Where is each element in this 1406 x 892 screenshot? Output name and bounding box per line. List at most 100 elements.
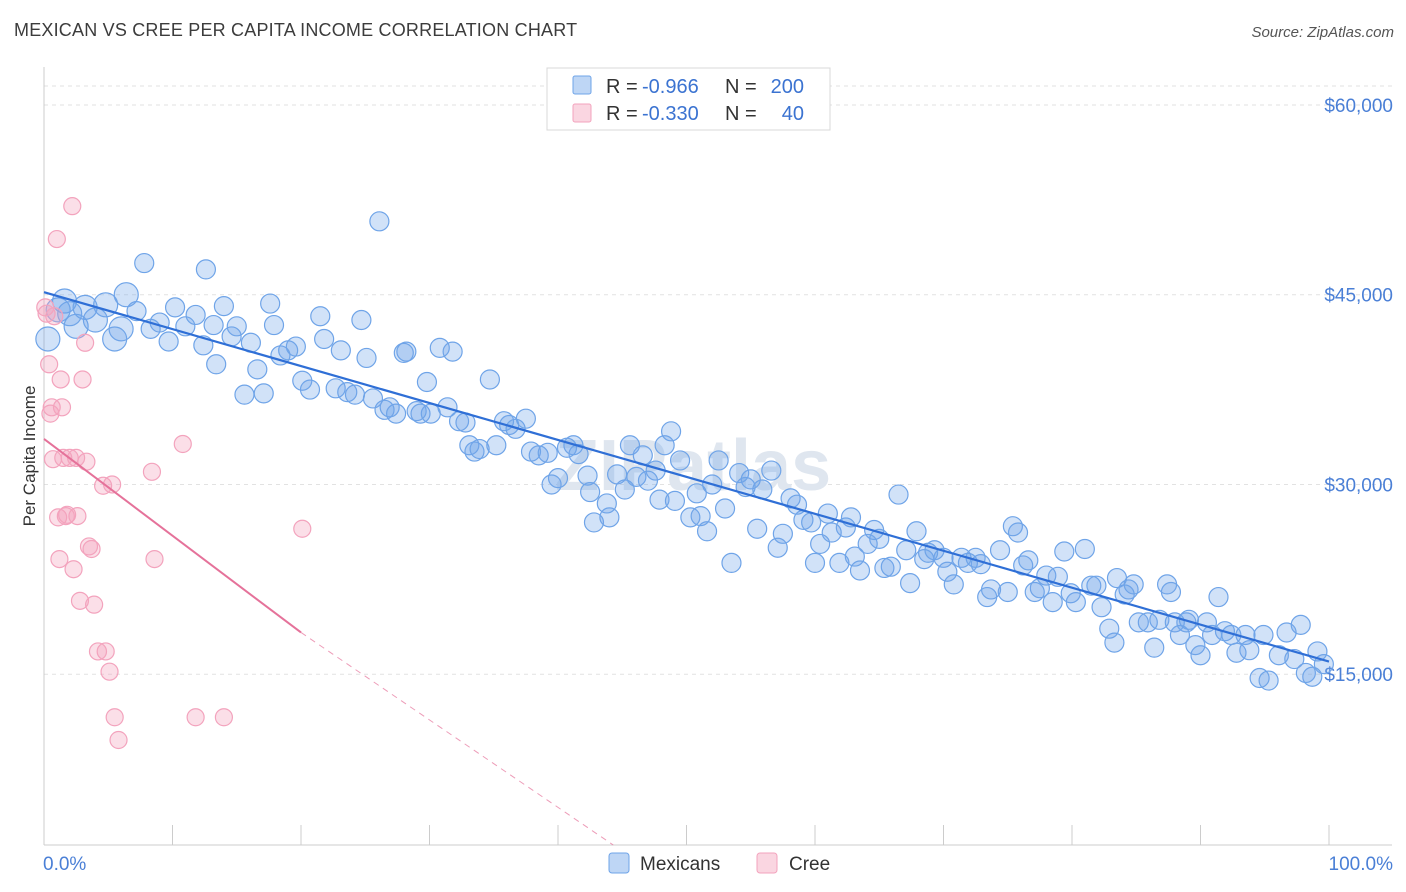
cree-point bbox=[145, 550, 164, 569]
mexicans-point bbox=[708, 450, 729, 471]
mexicans-point bbox=[1065, 592, 1086, 613]
cree-point bbox=[293, 519, 312, 538]
mexicans-point bbox=[206, 354, 227, 375]
mexicans-point bbox=[1104, 632, 1125, 653]
mexicans-point bbox=[57, 301, 83, 327]
mexicans-point bbox=[1018, 550, 1039, 571]
cree-point bbox=[96, 642, 115, 661]
mexicans-point bbox=[906, 521, 927, 542]
mexicans-point bbox=[263, 314, 285, 336]
mexicans-point bbox=[874, 557, 895, 579]
mexicans-point bbox=[1091, 597, 1112, 618]
mexicans-point bbox=[577, 465, 598, 486]
mexicans-point bbox=[1268, 645, 1289, 666]
mexicans-point bbox=[1007, 522, 1029, 543]
mexicans-point bbox=[108, 316, 134, 342]
cree-trend-extension bbox=[300, 632, 614, 846]
mexicans-point bbox=[416, 371, 438, 393]
y-tick-label: $45,000 bbox=[1324, 286, 1393, 307]
legend-box bbox=[546, 67, 831, 131]
mexicans-point bbox=[479, 369, 500, 390]
mexicans-point bbox=[649, 489, 670, 510]
mexicans-point bbox=[896, 540, 917, 561]
chart-title: MEXICAN VS CREE PER CAPITA INCOME CORREL… bbox=[14, 20, 578, 40]
mexicans-point bbox=[937, 561, 958, 582]
mexicans-point bbox=[1253, 624, 1274, 646]
mexicans-point bbox=[164, 297, 186, 318]
mexicans-point bbox=[835, 517, 856, 538]
mexicans-point bbox=[614, 479, 635, 500]
y-tick-label: $30,000 bbox=[1324, 475, 1393, 496]
series-legend: Mexicans Cree bbox=[608, 852, 830, 875]
x-tick-label-start: 0.0% bbox=[43, 854, 86, 875]
mexicans-point bbox=[385, 403, 407, 424]
cree-point bbox=[109, 730, 128, 750]
mexicans-point bbox=[772, 523, 793, 544]
x-tick-label-end: 100.0% bbox=[1329, 854, 1394, 875]
mexicans-point bbox=[325, 378, 346, 399]
legend-mexicans-n-label: N = bbox=[725, 76, 757, 98]
mexicans-point bbox=[680, 507, 701, 528]
cree-point bbox=[54, 448, 73, 467]
watermark: ZIPatlas bbox=[555, 426, 831, 506]
cree-point bbox=[79, 537, 99, 556]
mexicans-point bbox=[664, 490, 686, 512]
cree-point bbox=[105, 708, 124, 727]
mexicans-point bbox=[547, 468, 569, 489]
mexicans-point bbox=[374, 399, 395, 420]
mexicans-point bbox=[260, 293, 281, 314]
mexicans-point bbox=[696, 521, 718, 542]
cree-point bbox=[40, 355, 59, 374]
cree-trend-line bbox=[43, 438, 302, 634]
mexicans-point bbox=[195, 259, 217, 280]
mexicans-point bbox=[253, 383, 274, 404]
bottom-legend-mexicans-label: Mexicans bbox=[640, 854, 720, 875]
mexicans-point bbox=[469, 438, 490, 460]
mexicans-point bbox=[1185, 635, 1206, 656]
cree-point bbox=[70, 591, 90, 610]
mexicans-point bbox=[344, 384, 366, 405]
cree-point bbox=[142, 462, 162, 481]
mexicans-point bbox=[1081, 575, 1102, 596]
mexicans-point bbox=[1169, 624, 1191, 646]
mexicans-point bbox=[35, 326, 61, 352]
mexicans-point bbox=[899, 573, 921, 594]
bottom-legend-cree-label: Cree bbox=[789, 854, 830, 875]
mexicans-point bbox=[213, 295, 234, 317]
legend-mexicans-r-value: -0.966 bbox=[642, 76, 699, 98]
cree-points bbox=[36, 197, 312, 750]
mexicans-point bbox=[714, 498, 736, 519]
mexicans-point bbox=[849, 560, 871, 581]
mexicans-point bbox=[314, 328, 335, 350]
mexicans-point bbox=[980, 579, 1002, 600]
mexicans-point bbox=[1208, 586, 1229, 608]
mexicans-point bbox=[1190, 645, 1211, 666]
mexicans-point bbox=[515, 408, 536, 429]
legend-mexicans-swatch bbox=[572, 75, 592, 95]
mexicans-point bbox=[761, 460, 782, 481]
legend-cree-swatch bbox=[572, 103, 592, 123]
mexicans-point bbox=[888, 484, 909, 505]
cree-point bbox=[73, 370, 92, 389]
cree-point bbox=[42, 398, 61, 417]
grid-lines bbox=[44, 85, 1392, 675]
mexicans-point bbox=[464, 441, 485, 462]
mexicans-point bbox=[1054, 541, 1075, 562]
mexicans-point bbox=[369, 211, 390, 232]
mexicans-point bbox=[1258, 670, 1279, 691]
cree-point bbox=[51, 370, 70, 389]
mexicans-point bbox=[429, 337, 450, 358]
mexicans-point bbox=[410, 403, 431, 424]
mexicans-point bbox=[804, 552, 826, 573]
mexicans-point bbox=[310, 306, 331, 327]
correlation-legend: R = -0.966 N = 200 R = -0.330 N = 40 bbox=[546, 67, 831, 131]
mexicans-point bbox=[583, 512, 605, 533]
mexicans-point bbox=[690, 505, 711, 527]
mexicans-point bbox=[1295, 662, 1316, 684]
mexicans-point bbox=[226, 316, 247, 337]
trend-lines bbox=[43, 291, 1330, 846]
legend-cree-r-value: -0.330 bbox=[642, 103, 699, 125]
mexicans-point bbox=[669, 450, 691, 471]
cree-point bbox=[88, 642, 108, 661]
